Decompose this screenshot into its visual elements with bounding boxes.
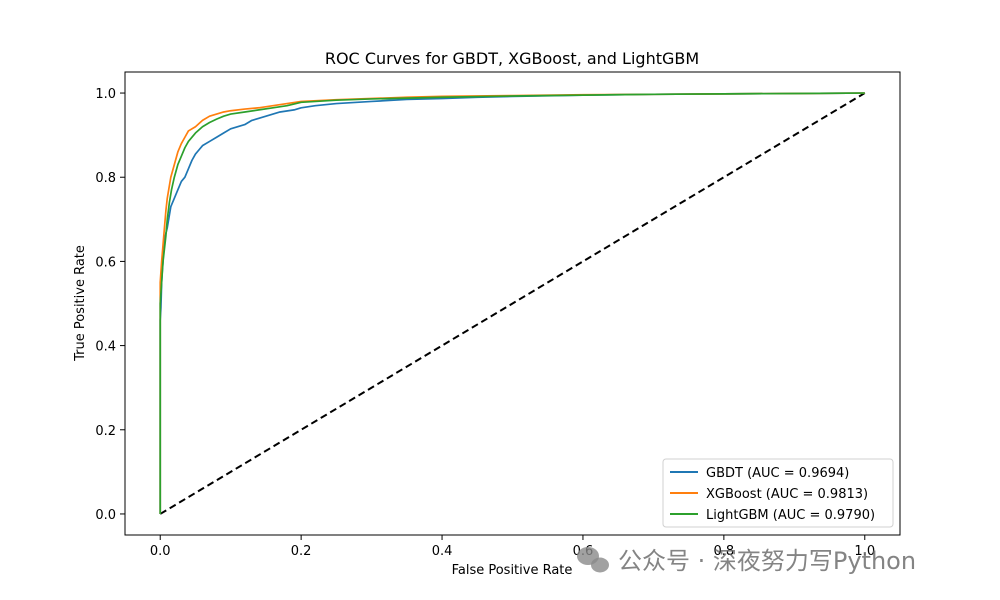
y-tick-label: 0.2 xyxy=(95,424,116,439)
y-tick-label: 1.0 xyxy=(95,87,116,102)
legend: GBDT (AUC = 0.9694) XGBoost (AUC = 0.981… xyxy=(662,458,894,528)
x-tick-label: 0.4 xyxy=(432,544,453,559)
x-axis-label: False Positive Rate xyxy=(452,563,573,578)
y-tick-label: 0.8 xyxy=(95,171,116,186)
legend-label-lightgbm: LightGBM (AUC = 0.9790) xyxy=(706,508,875,523)
chart-title: ROC Curves for GBDT, XGBoost, and LightG… xyxy=(325,49,699,68)
y-axis-label: True Positive Rate xyxy=(73,245,88,362)
y-tick-label: 0.6 xyxy=(95,255,116,270)
series-layer xyxy=(159,92,866,515)
x-tick-label: 0.8 xyxy=(714,544,735,559)
watermark: 公众号 · 深夜努力写Python xyxy=(577,547,916,575)
y-tick-label: 0.4 xyxy=(95,340,116,355)
legend-label-gbdt: GBDT (AUC = 0.9694) xyxy=(706,466,849,481)
baseline-diagonal xyxy=(159,92,866,515)
x-tick-label: 1.0 xyxy=(854,544,875,559)
x-tick-label: 0.0 xyxy=(150,544,171,559)
x-tick-label: 0.2 xyxy=(291,544,312,559)
wechat-icon xyxy=(577,547,609,573)
legend-box xyxy=(662,458,894,528)
plot-frame xyxy=(124,71,901,536)
legend-label-xgboost: XGBoost (AUC = 0.9813) xyxy=(706,487,868,502)
watermark-text: 公众号 · 深夜努力写Python xyxy=(618,547,916,575)
y-axis-ticks: 0.0 0.2 0.4 0.6 0.8 1.0 xyxy=(95,87,125,523)
y-tick-label: 0.0 xyxy=(95,508,116,523)
roc-line-lightgbm xyxy=(159,92,865,514)
